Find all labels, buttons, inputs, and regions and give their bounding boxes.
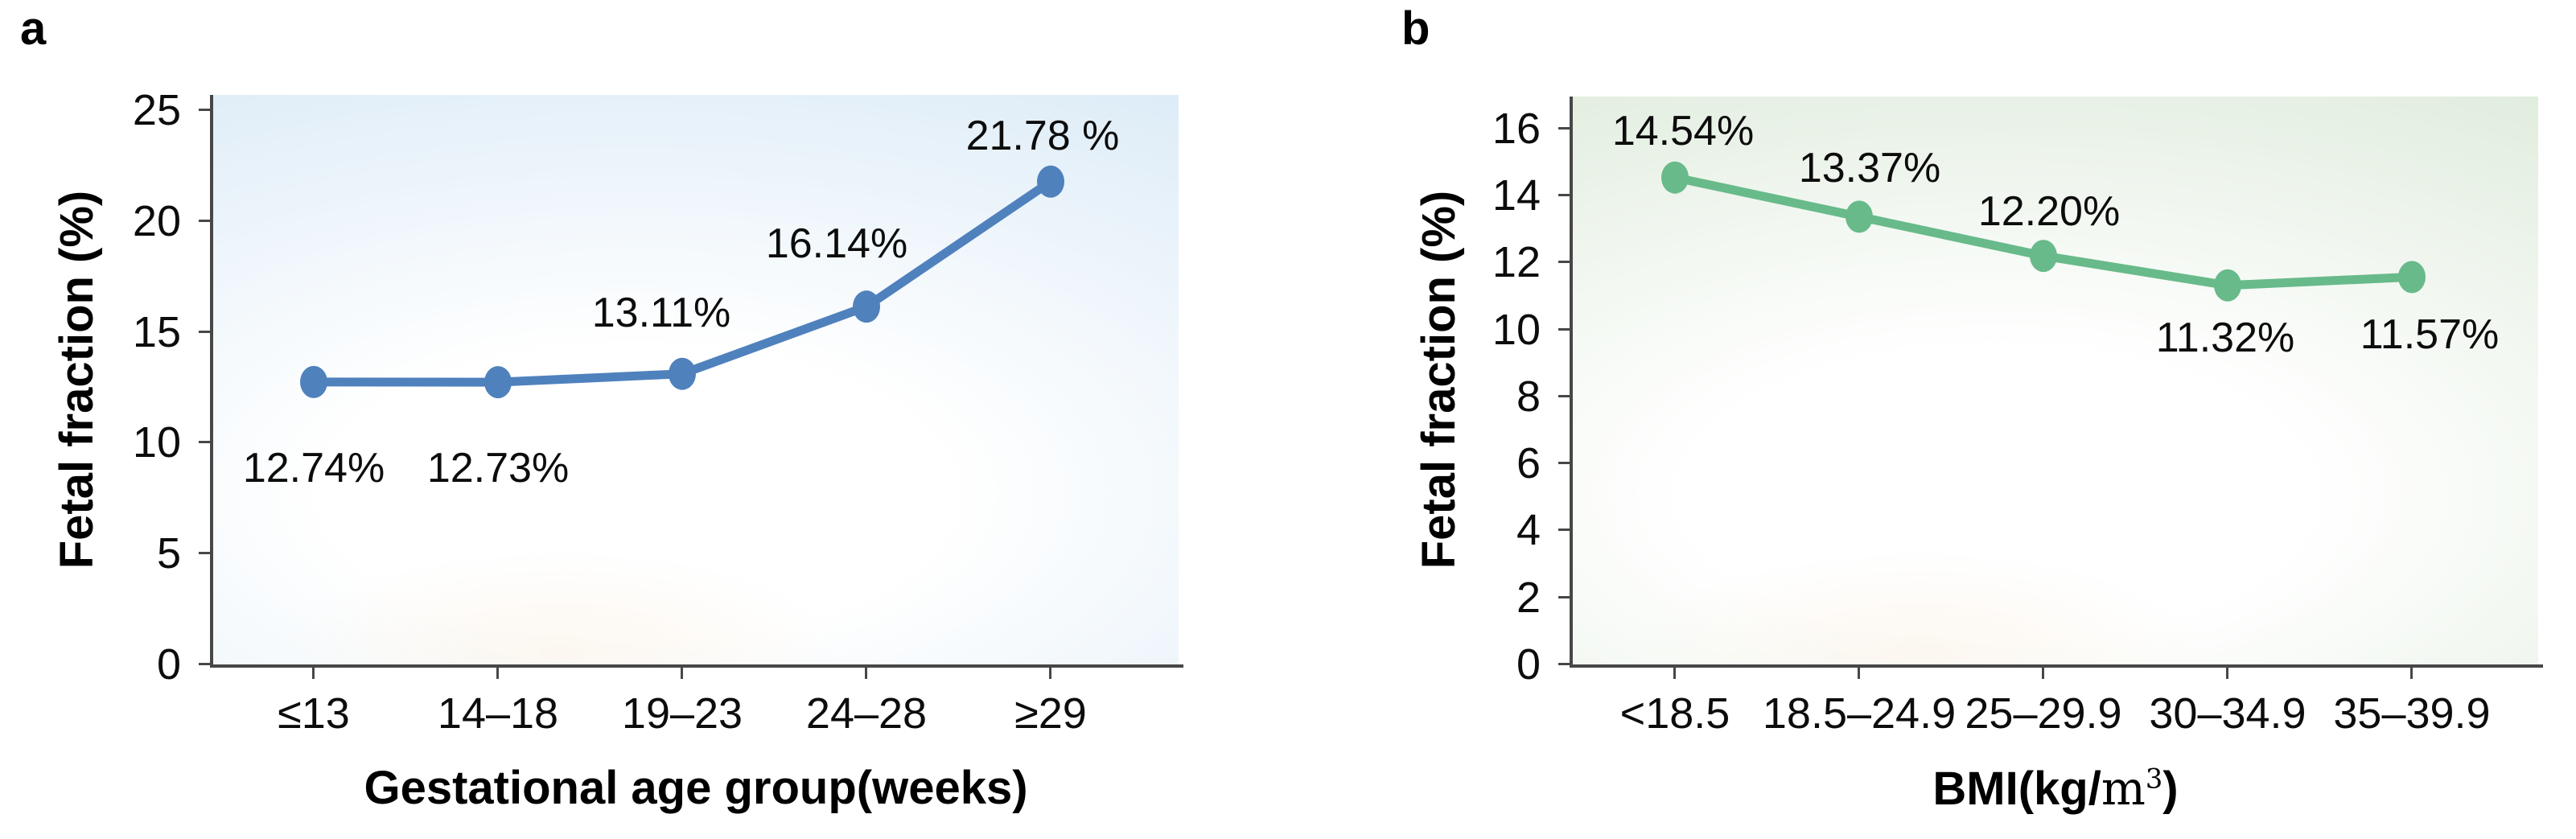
point-label: 11.57% xyxy=(2360,311,2500,359)
data-point xyxy=(300,365,327,398)
y-tick-label: 2 xyxy=(1516,573,1541,622)
x-axis-line xyxy=(1570,664,2543,668)
x-tick-mark xyxy=(312,668,315,679)
y-tick-mark xyxy=(199,552,210,555)
y-tick-mark xyxy=(1558,327,1570,331)
x-axis-title-segment: 3 xyxy=(2145,763,2163,795)
y-tick-mark xyxy=(199,441,210,444)
y-tick-mark xyxy=(199,109,210,111)
y-tick-label: 16 xyxy=(1492,104,1541,153)
y-tick-label: 15 xyxy=(132,307,181,356)
x-tick-label: 14–18 xyxy=(437,689,559,738)
y-tick-label: 10 xyxy=(1492,305,1541,354)
x-tick-label: 25–29.9 xyxy=(1965,689,2122,738)
y-tick-label: 0 xyxy=(1516,640,1541,689)
point-label: 11.32% xyxy=(2155,314,2295,361)
y-tick-label: 25 xyxy=(132,86,181,134)
x-tick-mark xyxy=(1858,668,1860,679)
x-tick-mark xyxy=(2042,668,2044,679)
x-tick-label: 18.5–24.9 xyxy=(1762,689,1957,738)
y-tick-label: 12 xyxy=(1492,238,1541,287)
point-label: 13.37% xyxy=(1798,145,1941,192)
x-axis-title-segment: Gestational age group(weeks) xyxy=(364,762,1028,814)
point-label: 12.20% xyxy=(1977,188,2121,236)
x-tick-mark xyxy=(681,668,683,679)
data-point xyxy=(2398,261,2426,294)
y-tick-label: 14 xyxy=(1492,171,1541,220)
y-tick-label: 8 xyxy=(1516,372,1541,421)
y-tick-mark xyxy=(199,219,210,222)
y-tick-mark xyxy=(1558,126,1570,130)
x-tick-mark xyxy=(865,668,867,679)
data-point xyxy=(1037,165,1064,198)
x-tick-mark xyxy=(1049,668,1051,679)
y-tick-mark xyxy=(1558,194,1570,197)
data-point xyxy=(1661,161,1689,194)
x-tick-label: 35–39.9 xyxy=(2333,689,2491,738)
data-point xyxy=(853,290,880,323)
x-tick-label: ≤13 xyxy=(278,689,350,738)
x-tick-label: 24–28 xyxy=(805,689,928,738)
x-tick-mark xyxy=(2226,668,2228,679)
x-tick-label: 30–34.9 xyxy=(2149,689,2306,738)
x-tick-mark xyxy=(2410,668,2413,679)
x-axis-title-segment: ) xyxy=(2162,763,2179,815)
panel-letter: b xyxy=(1401,2,1430,55)
data-point xyxy=(1846,200,1873,233)
x-tick-mark xyxy=(496,668,499,679)
x-axis-title: BMI(kg/m3) xyxy=(1573,761,2538,816)
x-axis-title-segment: BMI(kg/ xyxy=(1932,763,2101,815)
y-tick-mark xyxy=(199,663,210,665)
data-point xyxy=(2030,240,2057,273)
point-label: 16.14% xyxy=(765,220,908,268)
y-tick-label: 5 xyxy=(156,529,181,578)
data-point xyxy=(669,357,696,390)
x-tick-label: 19–23 xyxy=(621,689,743,738)
panel-letter: a xyxy=(20,2,47,55)
y-tick-label: 0 xyxy=(156,640,181,689)
y-tick-mark xyxy=(1558,663,1570,665)
line-series-b xyxy=(1661,161,2426,302)
y-tick-label: 10 xyxy=(132,418,181,467)
y-tick-mark xyxy=(1558,261,1570,264)
x-tick-mark xyxy=(1673,668,1676,679)
plot-area xyxy=(1573,97,2538,664)
y-axis-line xyxy=(210,95,213,668)
point-label: 12.74% xyxy=(242,444,385,491)
x-tick-label: <18.5 xyxy=(1619,689,1730,738)
point-label: 13.11% xyxy=(591,289,731,336)
point-label: 12.73% xyxy=(426,445,570,492)
point-label: 21.78 % xyxy=(965,112,1120,159)
point-label: 14.54% xyxy=(1611,107,1755,154)
y-tick-mark xyxy=(199,330,210,333)
y-axis-line xyxy=(1570,97,1573,668)
y-tick-label: 4 xyxy=(1516,506,1541,555)
data-point xyxy=(2214,269,2241,302)
y-tick-mark xyxy=(1558,394,1570,397)
y-tick-mark xyxy=(1558,528,1570,532)
y-tick-mark xyxy=(1558,462,1570,465)
y-tick-label: 20 xyxy=(132,196,181,245)
x-axis-title: Gestational age group(weeks) xyxy=(213,761,1179,815)
x-axis-title-segment: m xyxy=(2101,761,2146,816)
y-tick-label: 6 xyxy=(1516,439,1541,488)
y-tick-mark xyxy=(1558,595,1570,598)
line-series-a xyxy=(300,165,1064,399)
x-axis-line xyxy=(210,664,1183,668)
data-point xyxy=(484,366,512,399)
x-tick-label: ≥29 xyxy=(1014,689,1087,738)
